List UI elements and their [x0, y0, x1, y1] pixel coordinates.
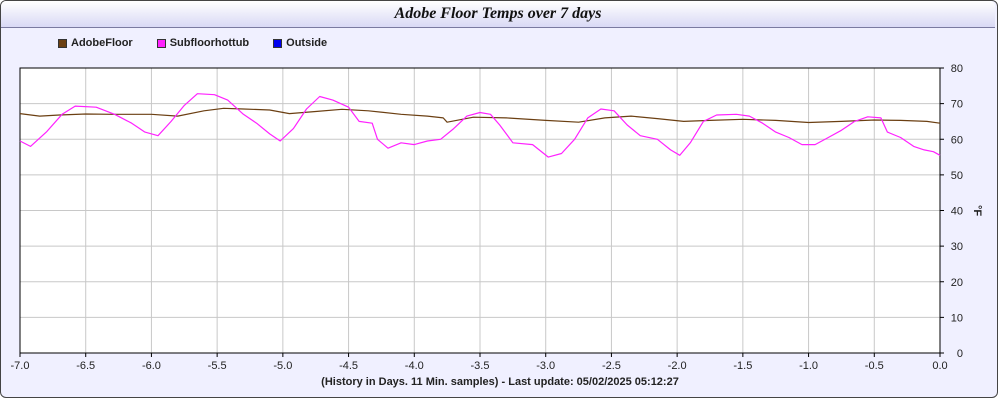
- x-tick-label: -5.5: [208, 360, 227, 372]
- legend-item-outside: Outside: [273, 37, 327, 49]
- y-tick-label: 50: [951, 170, 963, 182]
- plot-border: [19, 67, 941, 354]
- y-tick-label: 80: [951, 63, 963, 75]
- chart-title: Adobe Floor Temps over 7 days: [394, 5, 602, 22]
- x-axis-caption: (History in Days. 11 Min. samples) - Las…: [321, 376, 679, 388]
- legend-label-adobefloor: AdobeFloor: [71, 37, 133, 49]
- legend-label-outside: Outside: [286, 37, 328, 49]
- series-line-adobefloor: [19, 107, 941, 124]
- legend-label-subfloorhottub: Subfloorhottub: [169, 37, 250, 49]
- legend-swatch-outside: [273, 38, 283, 48]
- chart-title-bar: Adobe Floor Temps over 7 days: [1, 1, 995, 28]
- x-tick-label: -3.5: [471, 360, 490, 372]
- x-tick-label: -6.5: [76, 360, 95, 372]
- x-tick-label: -5.0: [273, 360, 292, 372]
- legend-item-adobefloor: AdobeFloor: [58, 37, 133, 49]
- y-tick-label: 30: [951, 241, 963, 253]
- y-tick-label: 0: [957, 348, 963, 360]
- y-tick-label: 40: [951, 206, 963, 218]
- x-tick-label: -3.0: [536, 360, 555, 372]
- y-tick-label: 60: [951, 134, 963, 146]
- x-tick-label: -0.5: [865, 360, 884, 372]
- legend-swatch-adobefloor: [58, 38, 67, 48]
- y-axis-label: °F: [971, 205, 983, 216]
- chart-legend: AdobeFloor Subfloorhottub Outside: [58, 37, 327, 49]
- legend-item-subfloorhottub: Subfloorhottub: [156, 37, 250, 49]
- x-tick-label: -4.0: [405, 360, 424, 372]
- x-tick-label: -2.5: [602, 360, 621, 372]
- series-line-subfloorhottub: [19, 93, 941, 158]
- x-tick-label: -2.0: [668, 360, 687, 372]
- x-tick-label: -1.0: [799, 360, 818, 372]
- x-tick-label: -7.0: [11, 360, 30, 372]
- y-tick-label: 70: [951, 99, 963, 111]
- x-tick-label: 0.0: [932, 360, 947, 372]
- y-tick-label: 10: [951, 312, 963, 324]
- x-tick-label: -6.0: [142, 360, 161, 372]
- x-tick-label: -1.5: [733, 360, 752, 372]
- y-tick-label: 20: [951, 277, 963, 289]
- x-tick-label: -4.5: [339, 360, 358, 372]
- legend-swatch-subfloorhottub: [156, 38, 166, 48]
